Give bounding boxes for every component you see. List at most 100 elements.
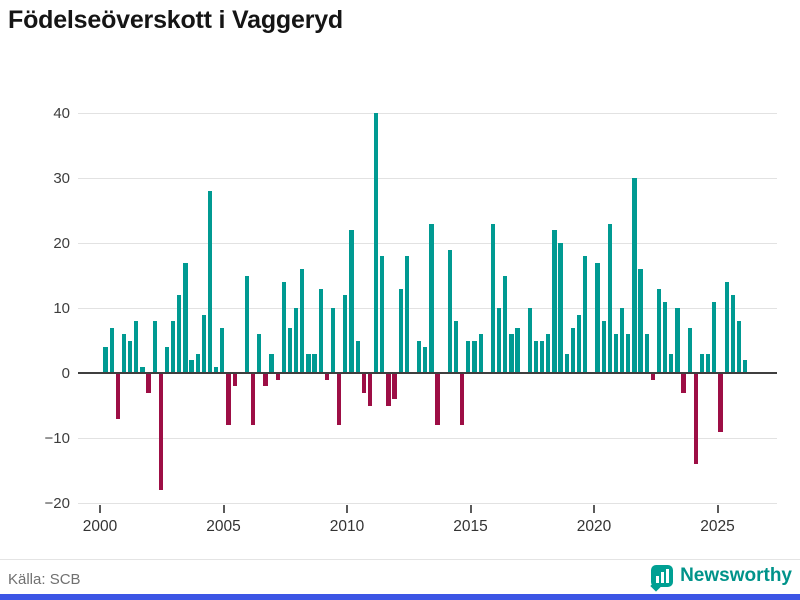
bar-positive [613,334,619,373]
bar-negative [367,373,373,406]
bar-positive [607,223,612,373]
bar-negative [718,373,723,432]
bar-negative [275,373,280,380]
bar-negative [435,373,440,425]
gridline-y30 [78,178,777,179]
bar-positive [373,113,379,373]
bar-negative [232,373,237,386]
footer-divider [0,559,800,560]
bar-positive [706,353,711,373]
bar-positive [656,288,662,373]
bar-positive [478,334,483,373]
bar-negative [460,373,465,425]
bar-positive [103,347,108,373]
bar-positive [533,340,539,373]
gridline-y10 [78,308,777,309]
brand-color-strip [0,594,800,600]
bar-positive [195,353,200,373]
bar-negative [250,373,256,425]
bar-positive [736,321,742,373]
bar-positive [742,360,748,373]
bar-positive [380,256,385,373]
bar-positive [109,327,114,373]
bar-positive [466,340,471,373]
bar-positive [171,321,176,373]
bar-negative [115,373,120,419]
x-axis-label: 2010 [329,518,365,535]
x-axis-label: 2005 [206,518,241,535]
bar-positive [712,301,717,373]
bar-positive [152,321,157,373]
bar-positive [447,249,453,373]
bar-positive [699,353,705,373]
bar-negative [146,373,151,393]
bar-positive [509,334,514,373]
bar-positive [244,275,250,373]
bar-positive [355,340,360,373]
x-axis-tick [716,505,719,513]
bar-positive [503,275,508,373]
bar-positive [318,288,323,373]
bar-positive [638,269,643,373]
bar-positive [663,301,668,373]
bar-positive [429,223,434,373]
bar-positive [453,321,459,373]
gridline-y20 [78,243,777,244]
bar-negative [681,373,686,393]
bar-positive [564,353,569,373]
bar-negative [158,373,163,490]
bar-positive [214,366,219,373]
bar-positive [269,353,274,373]
bar-positive [330,308,336,373]
x-axis-label: 2015 [453,518,488,535]
bar-positive [595,262,600,373]
bar-positive [189,360,194,373]
bar-negative [263,373,268,386]
bar-positive [343,295,348,373]
bar-positive [220,327,225,373]
y-axis-label: 40 [53,105,70,122]
bar-positive [306,353,311,373]
x-axis-zero-line [78,372,777,374]
x-axis-tick [593,505,595,513]
newsworthy-barchart-icon [650,565,674,592]
bar-positive [257,334,262,373]
bar-positive [730,295,735,373]
bar-negative [226,373,231,425]
x-axis-label: 2020 [576,518,612,535]
bar-positive [287,327,293,373]
x-axis-tick [99,505,101,513]
bar-positive [134,321,139,373]
bar-positive [540,340,545,373]
bar-negative [392,373,397,399]
y-axis-label: 0 [61,365,70,382]
bar-negative [693,373,699,464]
bar-positive [675,308,680,373]
bar-positive [281,282,286,373]
bar-positive [294,308,299,373]
bar-positive [404,256,409,373]
bar-positive [121,334,127,373]
bar-positive [423,347,428,373]
bar-positive [349,230,354,373]
bar-negative [337,373,342,425]
newsworthy-logo-link[interactable]: Newsworthy [650,565,792,592]
bar-positive [669,353,674,373]
bar-positive [398,288,403,373]
bar-positive [417,340,422,373]
bar-positive [601,321,606,373]
bar-positive [127,340,133,373]
y-axis-label: 30 [53,170,70,187]
x-axis-tick [469,505,472,513]
x-axis-tick [222,505,225,513]
bar-positive [644,334,649,373]
bar-positive [626,334,631,373]
bar-positive [201,314,207,373]
gridline-y-20 [78,503,777,504]
x-axis-label: 2025 [700,518,735,535]
bar-positive [552,230,557,373]
bar-negative [650,373,655,380]
bar-positive [583,256,588,373]
